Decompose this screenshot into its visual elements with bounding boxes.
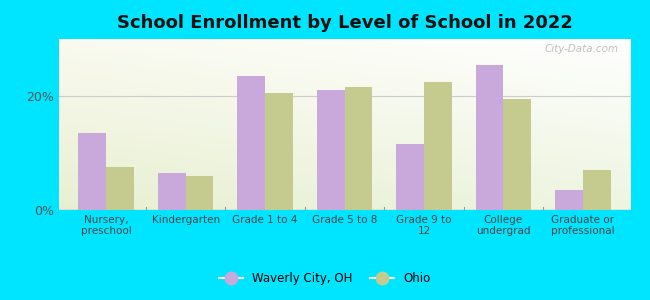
Bar (555, 190, 583, 210)
Bar (424, 82, 452, 210)
Bar (106, 167, 134, 210)
Bar (317, 90, 345, 210)
Text: City-Data.com: City-Data.com (545, 44, 619, 54)
Bar (186, 176, 213, 210)
Bar (583, 170, 610, 210)
Title: School Enrollment by Level of School in 2022: School Enrollment by Level of School in … (116, 14, 573, 32)
Bar (476, 65, 503, 210)
Bar (265, 93, 293, 210)
Bar (396, 145, 424, 210)
Bar (237, 76, 265, 210)
Bar (344, 88, 372, 210)
Bar (503, 99, 531, 210)
Legend: Waverly City, OH, Ohio: Waverly City, OH, Ohio (213, 266, 437, 291)
Bar (158, 173, 186, 210)
Bar (79, 133, 106, 210)
